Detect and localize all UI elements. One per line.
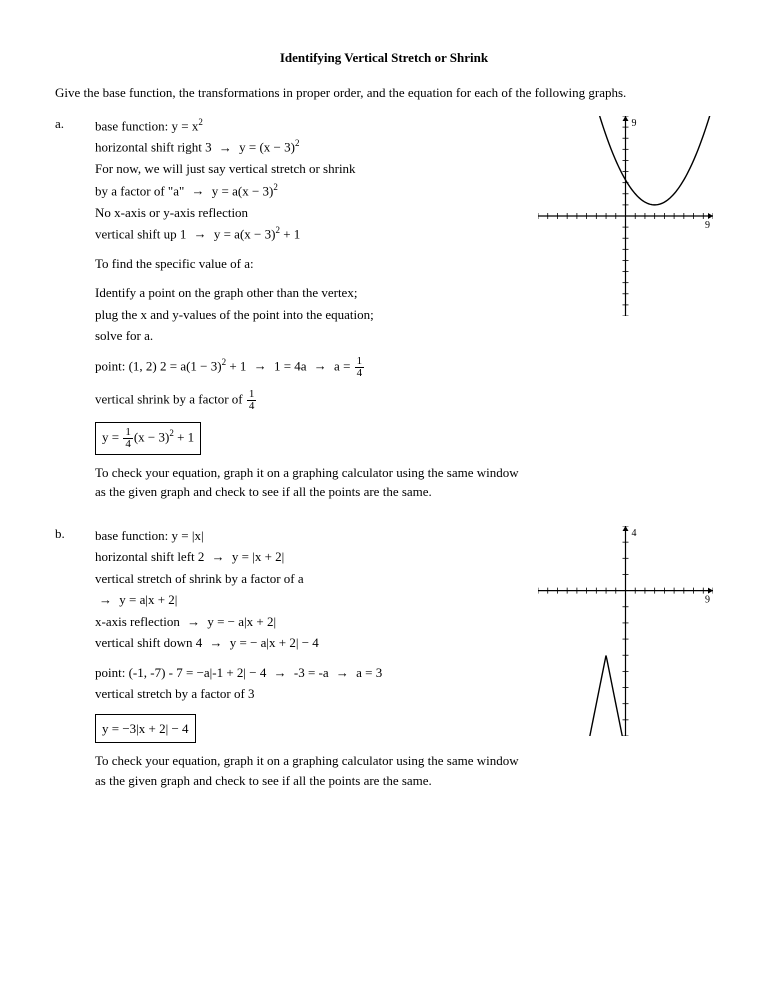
- problem-b-content: base function: y = |x| horizontal shift …: [95, 526, 530, 793]
- b-check: To check your equation, graph it on a gr…: [95, 751, 530, 790]
- a-point4: a =: [331, 358, 354, 373]
- a-ans2: (x − 3): [134, 429, 170, 444]
- a-vshift: vertical shift up 1: [95, 226, 190, 241]
- a-answer-box: y = 14(x − 3)2 + 1: [95, 422, 201, 455]
- a-noreflect: No x-axis or y-axis reflection: [95, 203, 530, 223]
- a-step2: plug the x and y-values of the point int…: [95, 305, 530, 325]
- a-hshift: horizontal shift right 3: [95, 140, 215, 155]
- b-stretch-3: vertical stretch by a factor of 3: [95, 684, 530, 704]
- svg-text:9: 9: [632, 118, 637, 129]
- b-stretch: vertical stretch of shrink by a factor o…: [95, 569, 530, 589]
- a-find: To find the specific value of a:: [95, 254, 530, 274]
- a-ans3: + 1: [174, 429, 194, 444]
- a-point: point: (1, 2) 2 = a(1 − 3): [95, 358, 222, 373]
- svg-text:9: 9: [705, 220, 710, 231]
- a-ans1: y =: [102, 429, 122, 444]
- b-vshift-eq: y = − a|x + 2| − 4: [226, 635, 318, 650]
- b-stretch-eq: y = a|x + 2|: [116, 592, 177, 607]
- problem-a-content: base function: y = x2 horizontal shift r…: [95, 116, 530, 504]
- b-point2: -3 = -a: [291, 665, 332, 680]
- a-check: To check your equation, graph it on a gr…: [95, 463, 530, 502]
- a-factor-eq: y = a(x − 3): [209, 183, 274, 198]
- graph-b: 49: [538, 526, 713, 740]
- b-point3: a = 3: [353, 665, 382, 680]
- a-step1: Identify a point on the graph other than…: [95, 283, 530, 303]
- b-base: base function: y = |x|: [95, 526, 530, 546]
- svg-text:9: 9: [705, 594, 710, 605]
- problem-b: b. base function: y = |x| horizontal shi…: [55, 526, 713, 793]
- b-vshift: vertical shift down 4: [95, 635, 205, 650]
- b-reflect: x-axis reflection: [95, 614, 183, 629]
- a-vshift-eq: y = a(x − 3): [211, 226, 276, 241]
- a-shrink: vertical shrink by a factor of: [95, 391, 246, 406]
- a-point3: 1 = 4a: [271, 358, 310, 373]
- a-point2: + 1: [226, 358, 250, 373]
- a-step3: solve for a.: [95, 326, 530, 346]
- problem-a-label: a.: [55, 116, 95, 132]
- graph-a: 99: [538, 116, 713, 320]
- b-hshift: horizontal shift left 2: [95, 549, 208, 564]
- page-title: Identifying Vertical Stretch or Shrink: [55, 50, 713, 66]
- b-reflect-eq: y = − a|x + 2|: [204, 614, 276, 629]
- problem-b-label: b.: [55, 526, 95, 542]
- a-hshift-eq: y = (x − 3): [236, 140, 295, 155]
- svg-text:4: 4: [632, 528, 637, 539]
- b-answer-box: y = −3|x + 2| − 4: [95, 714, 196, 744]
- b-point: point: (-1, -7) - 7 = −a|-1 + 2| − 4: [95, 665, 270, 680]
- a-vshift-eq2: + 1: [280, 226, 300, 241]
- a-factor: by a factor of "a": [95, 183, 188, 198]
- problem-a: a. base function: y = x2 horizontal shif…: [55, 116, 713, 504]
- a-base: base function: y = x: [95, 118, 198, 133]
- a-stretch-note: For now, we will just say vertical stret…: [95, 159, 530, 179]
- b-hshift-eq: y = |x + 2|: [229, 549, 285, 564]
- intro-text: Give the base function, the transformati…: [55, 84, 713, 102]
